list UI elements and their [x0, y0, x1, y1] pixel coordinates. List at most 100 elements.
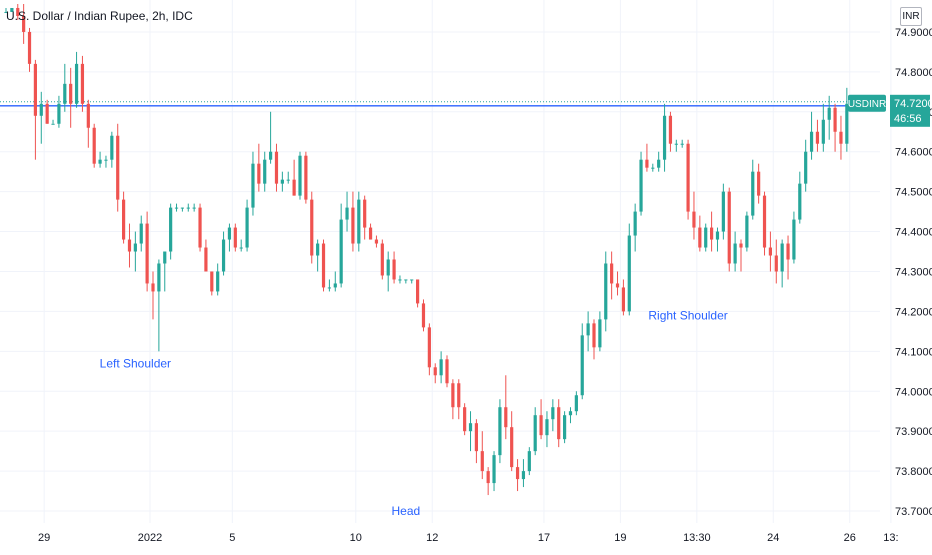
candle-body	[298, 155, 302, 196]
x-tick-label: 19	[614, 532, 626, 544]
candle-body	[792, 219, 796, 260]
y-tick-label: 74.5000	[895, 187, 932, 199]
candle-body	[4, 11, 8, 13]
candle-body	[210, 271, 214, 292]
x-tick-label: 24	[767, 532, 779, 544]
candle-body	[715, 231, 720, 240]
x-tick-label: 26	[844, 532, 856, 544]
candle-body	[780, 243, 784, 272]
x-tick-label: 12	[426, 532, 438, 544]
candle-body	[774, 255, 778, 272]
candle-body	[116, 135, 120, 200]
candle-body	[251, 163, 255, 208]
candle-body	[615, 283, 620, 288]
y-tick-label: 74.8000	[895, 67, 932, 79]
candle-body	[410, 279, 414, 281]
candle-body	[74, 63, 79, 104]
candle-body	[639, 159, 643, 212]
candle-body	[474, 423, 478, 452]
candle-body	[592, 323, 596, 348]
y-tick-label: 74.0000	[895, 386, 932, 398]
candle-body	[192, 207, 196, 209]
candle-body	[357, 199, 361, 244]
candle-body	[768, 247, 772, 256]
candle-body	[398, 279, 402, 281]
candle-body	[721, 191, 725, 232]
candle-body	[451, 383, 455, 408]
chart-title: U.S. Dollar / Indian Rupee, 2h, IDC	[6, 9, 193, 23]
candle-body	[286, 179, 290, 181]
candle-body	[757, 171, 761, 196]
candle-body	[263, 159, 267, 184]
candle-body	[727, 191, 731, 264]
candle-body	[804, 151, 808, 184]
y-tick-label: 74.6000	[895, 147, 932, 159]
candle-body	[368, 227, 373, 240]
candle-body	[174, 207, 179, 209]
candle-body	[363, 199, 367, 228]
candle-body	[645, 159, 649, 168]
candle-body	[269, 151, 273, 160]
candle-body	[427, 327, 431, 368]
candle-body	[598, 319, 602, 348]
y-tick-label: 74.9000	[895, 27, 932, 39]
candle-body	[521, 471, 526, 480]
candle-body	[433, 367, 437, 376]
candle-body	[139, 223, 143, 244]
candle-body	[692, 211, 696, 228]
candle-body	[186, 207, 190, 209]
candle-body	[545, 419, 549, 436]
x-tick-label: 17	[538, 532, 550, 544]
candle-body	[821, 119, 825, 144]
candle-body	[133, 243, 137, 252]
candle-body	[321, 243, 326, 288]
candle-body	[51, 123, 55, 125]
candle-body	[762, 195, 767, 248]
candle-body	[492, 455, 496, 484]
candle-body	[204, 247, 208, 272]
candles[interactable]	[4, 3, 849, 496]
candle-body	[169, 207, 173, 252]
candle-body	[233, 227, 237, 248]
candle-body	[310, 199, 314, 256]
candle-body	[304, 155, 308, 200]
candle-body	[392, 259, 396, 280]
candle-body	[339, 219, 343, 284]
currency-badge[interactable]: INR	[900, 7, 922, 26]
candle-body	[827, 107, 831, 120]
candle-body	[468, 423, 473, 432]
candle-body	[533, 415, 537, 452]
candle-body	[245, 207, 249, 248]
candle-body	[445, 359, 449, 384]
candle-body	[627, 235, 631, 312]
candle-body	[145, 223, 149, 284]
candle-body	[122, 199, 126, 240]
price-tag: USDINR 74.7200 46:56	[848, 94, 932, 127]
candle-body	[739, 243, 743, 248]
candle-body	[621, 287, 625, 312]
candle-body	[421, 303, 426, 328]
y-tick-label: 74.2000	[895, 306, 932, 318]
candle-body	[416, 279, 420, 304]
candle-body	[127, 239, 132, 252]
time-axis[interactable]: 29 2022 5 10 12 17 19 13:30 24 26 13:	[38, 532, 898, 544]
candle-body	[39, 103, 43, 116]
candle-body	[662, 115, 667, 160]
candle-body	[380, 243, 384, 276]
price-tag-symbol: USDINR	[848, 99, 886, 110]
y-tick-label: 73.9000	[895, 426, 932, 438]
candle-body	[104, 159, 108, 161]
x-tick-label: 29	[38, 532, 50, 544]
candle-body	[374, 239, 379, 244]
candle-body	[839, 131, 843, 144]
candle-body	[563, 415, 567, 440]
candle-body	[110, 135, 114, 160]
candle-body	[586, 323, 590, 336]
candle-body	[710, 227, 714, 240]
candle-body	[274, 151, 279, 184]
candle-body	[92, 127, 96, 164]
y-tick-label: 74.3000	[895, 266, 932, 278]
y-tick-label: 73.7000	[895, 506, 932, 518]
candle-body	[163, 251, 167, 264]
